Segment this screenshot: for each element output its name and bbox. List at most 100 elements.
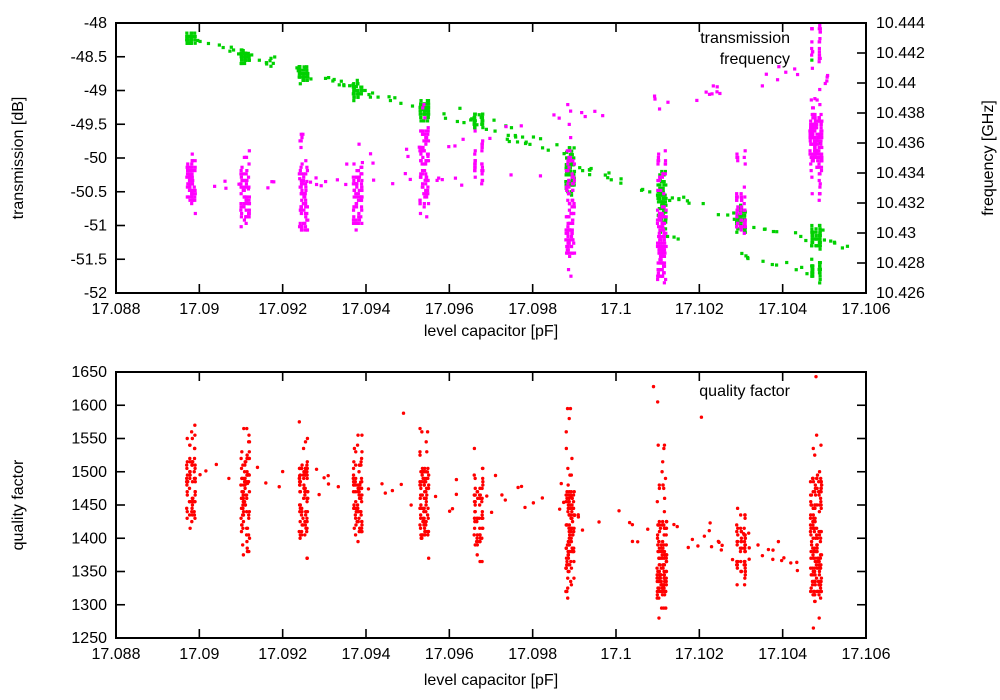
data-point	[500, 493, 504, 497]
data-point	[809, 98, 813, 102]
data-point	[440, 178, 444, 182]
data-point	[808, 480, 813, 484]
data-point	[569, 244, 574, 249]
data-point	[423, 116, 427, 120]
y2-tick-label: 10.428	[876, 255, 925, 272]
data-point	[302, 202, 306, 206]
data-point	[630, 539, 635, 544]
data-point	[657, 529, 662, 534]
y-tick-label: -50.5	[71, 184, 108, 201]
data-point	[309, 77, 313, 81]
data-point	[746, 256, 750, 261]
x-tick-label: 17.092	[258, 301, 307, 318]
data-point	[809, 533, 813, 537]
data-point	[299, 205, 304, 209]
data-point	[406, 154, 410, 159]
data-point	[809, 499, 813, 504]
data-point	[662, 235, 666, 239]
data-point	[810, 175, 814, 179]
data-point	[302, 75, 306, 79]
data-point	[572, 169, 576, 174]
data-point	[811, 267, 815, 271]
data-point	[360, 450, 364, 454]
data-point	[569, 193, 574, 197]
data-point	[425, 159, 430, 163]
data-point	[572, 576, 576, 580]
data-point	[817, 165, 821, 169]
data-point	[818, 496, 823, 501]
data-point	[660, 593, 665, 597]
data-point	[817, 470, 822, 474]
data-point	[190, 188, 194, 192]
data-point	[738, 549, 743, 554]
data-point	[419, 486, 423, 491]
data-point	[447, 145, 451, 149]
data-point	[568, 406, 573, 411]
data-point	[566, 221, 570, 225]
data-point	[298, 177, 302, 181]
data-point	[819, 483, 824, 487]
data-point	[567, 416, 571, 421]
data-point	[352, 483, 356, 487]
data-point	[372, 178, 376, 182]
data-point	[662, 543, 666, 547]
data-point	[193, 476, 198, 481]
data-point	[480, 145, 484, 150]
data-point	[677, 197, 681, 202]
data-point	[280, 469, 285, 474]
y2-tick-label: 10.44	[876, 75, 916, 92]
data-point	[422, 162, 426, 166]
data-point	[739, 218, 743, 222]
data-point	[391, 182, 395, 186]
data-point	[813, 145, 817, 150]
data-point	[188, 499, 192, 504]
data-point	[420, 172, 424, 176]
data-point	[813, 136, 817, 140]
data-point	[567, 529, 571, 534]
data-point	[565, 248, 569, 252]
data-point	[409, 503, 413, 507]
data-point	[664, 533, 668, 537]
data-point	[662, 446, 666, 451]
data-point	[817, 569, 822, 574]
axis-title-quality-factor: quality factor	[10, 459, 27, 551]
data-point	[454, 492, 459, 497]
data-point	[565, 169, 569, 173]
data-point	[243, 55, 247, 59]
data-point	[813, 519, 817, 524]
data-point	[418, 453, 422, 457]
data-point	[241, 526, 245, 530]
data-point	[299, 529, 304, 534]
data-point	[229, 45, 233, 49]
data-point	[298, 536, 302, 540]
data-point	[740, 205, 744, 209]
data-point	[569, 583, 574, 587]
data-point	[742, 539, 747, 544]
data-point	[354, 195, 359, 199]
data-point	[566, 225, 570, 229]
data-point	[426, 132, 430, 136]
data-point	[189, 430, 194, 434]
data-point	[818, 566, 823, 570]
data-point	[473, 159, 477, 163]
data-point	[302, 65, 306, 69]
data-point	[732, 211, 736, 215]
data-point	[795, 72, 800, 77]
data-point	[420, 533, 424, 537]
data-point	[810, 583, 815, 587]
data-point	[354, 523, 358, 527]
data-point	[743, 513, 747, 517]
data-point	[664, 606, 668, 610]
data-point	[477, 113, 481, 117]
data-point	[818, 274, 822, 278]
data-point	[658, 196, 662, 201]
y-tick-label: 1550	[71, 431, 107, 448]
data-point	[811, 506, 816, 511]
data-point	[356, 539, 360, 544]
data-point	[603, 173, 607, 177]
data-point	[817, 503, 822, 507]
data-point	[305, 165, 309, 169]
data-point	[660, 519, 665, 524]
data-point	[810, 155, 815, 159]
data-point	[658, 173, 662, 177]
